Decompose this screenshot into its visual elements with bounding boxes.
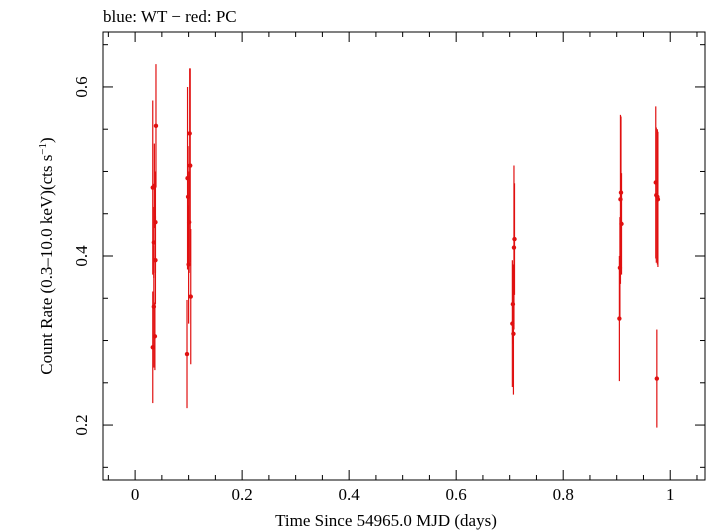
y-tick-label: 0.4 xyxy=(72,245,91,267)
y-axis-label-close: ) xyxy=(37,137,56,143)
data-point xyxy=(511,331,516,336)
y-tick-label: 0.2 xyxy=(72,414,91,435)
y-axis-label: Count Rate (0.3–10.0 keV)(cts s−1) xyxy=(37,137,56,374)
x-axis-label: Time Since 54965.0 MJD (days) xyxy=(275,511,497,530)
series-pc xyxy=(150,64,661,428)
x-tick-label: 0.2 xyxy=(232,485,253,504)
data-point xyxy=(153,258,158,263)
y-axis-label-main: Count Rate (0.3–10.0 keV)(cts s xyxy=(37,155,56,375)
x-tick-label: 0.6 xyxy=(446,485,467,504)
plot-frame xyxy=(102,31,706,481)
axis-ticks xyxy=(103,32,705,480)
data-point xyxy=(512,236,517,242)
data-point xyxy=(619,221,624,227)
data-point xyxy=(188,163,193,168)
data-point xyxy=(184,351,190,357)
tick-labels: 0 0.2 0.4 0.6 0.8 1 0.2 0.4 0.6 xyxy=(72,76,674,504)
data-point xyxy=(188,294,193,299)
x-tick-label: 0 xyxy=(131,485,140,504)
chart-title: blue: WT − red: PC xyxy=(103,7,237,26)
data-point xyxy=(655,197,661,202)
x-tick-label: 1 xyxy=(666,485,675,504)
y-axis-label-superscript: −1 xyxy=(37,143,49,155)
x-tick-label: 0.4 xyxy=(339,485,361,504)
data-point xyxy=(152,334,158,339)
y-tick-label: 0.6 xyxy=(72,76,91,97)
data-point xyxy=(654,376,660,381)
x-tick-label: 0.8 xyxy=(553,485,574,504)
data-point xyxy=(153,123,159,129)
